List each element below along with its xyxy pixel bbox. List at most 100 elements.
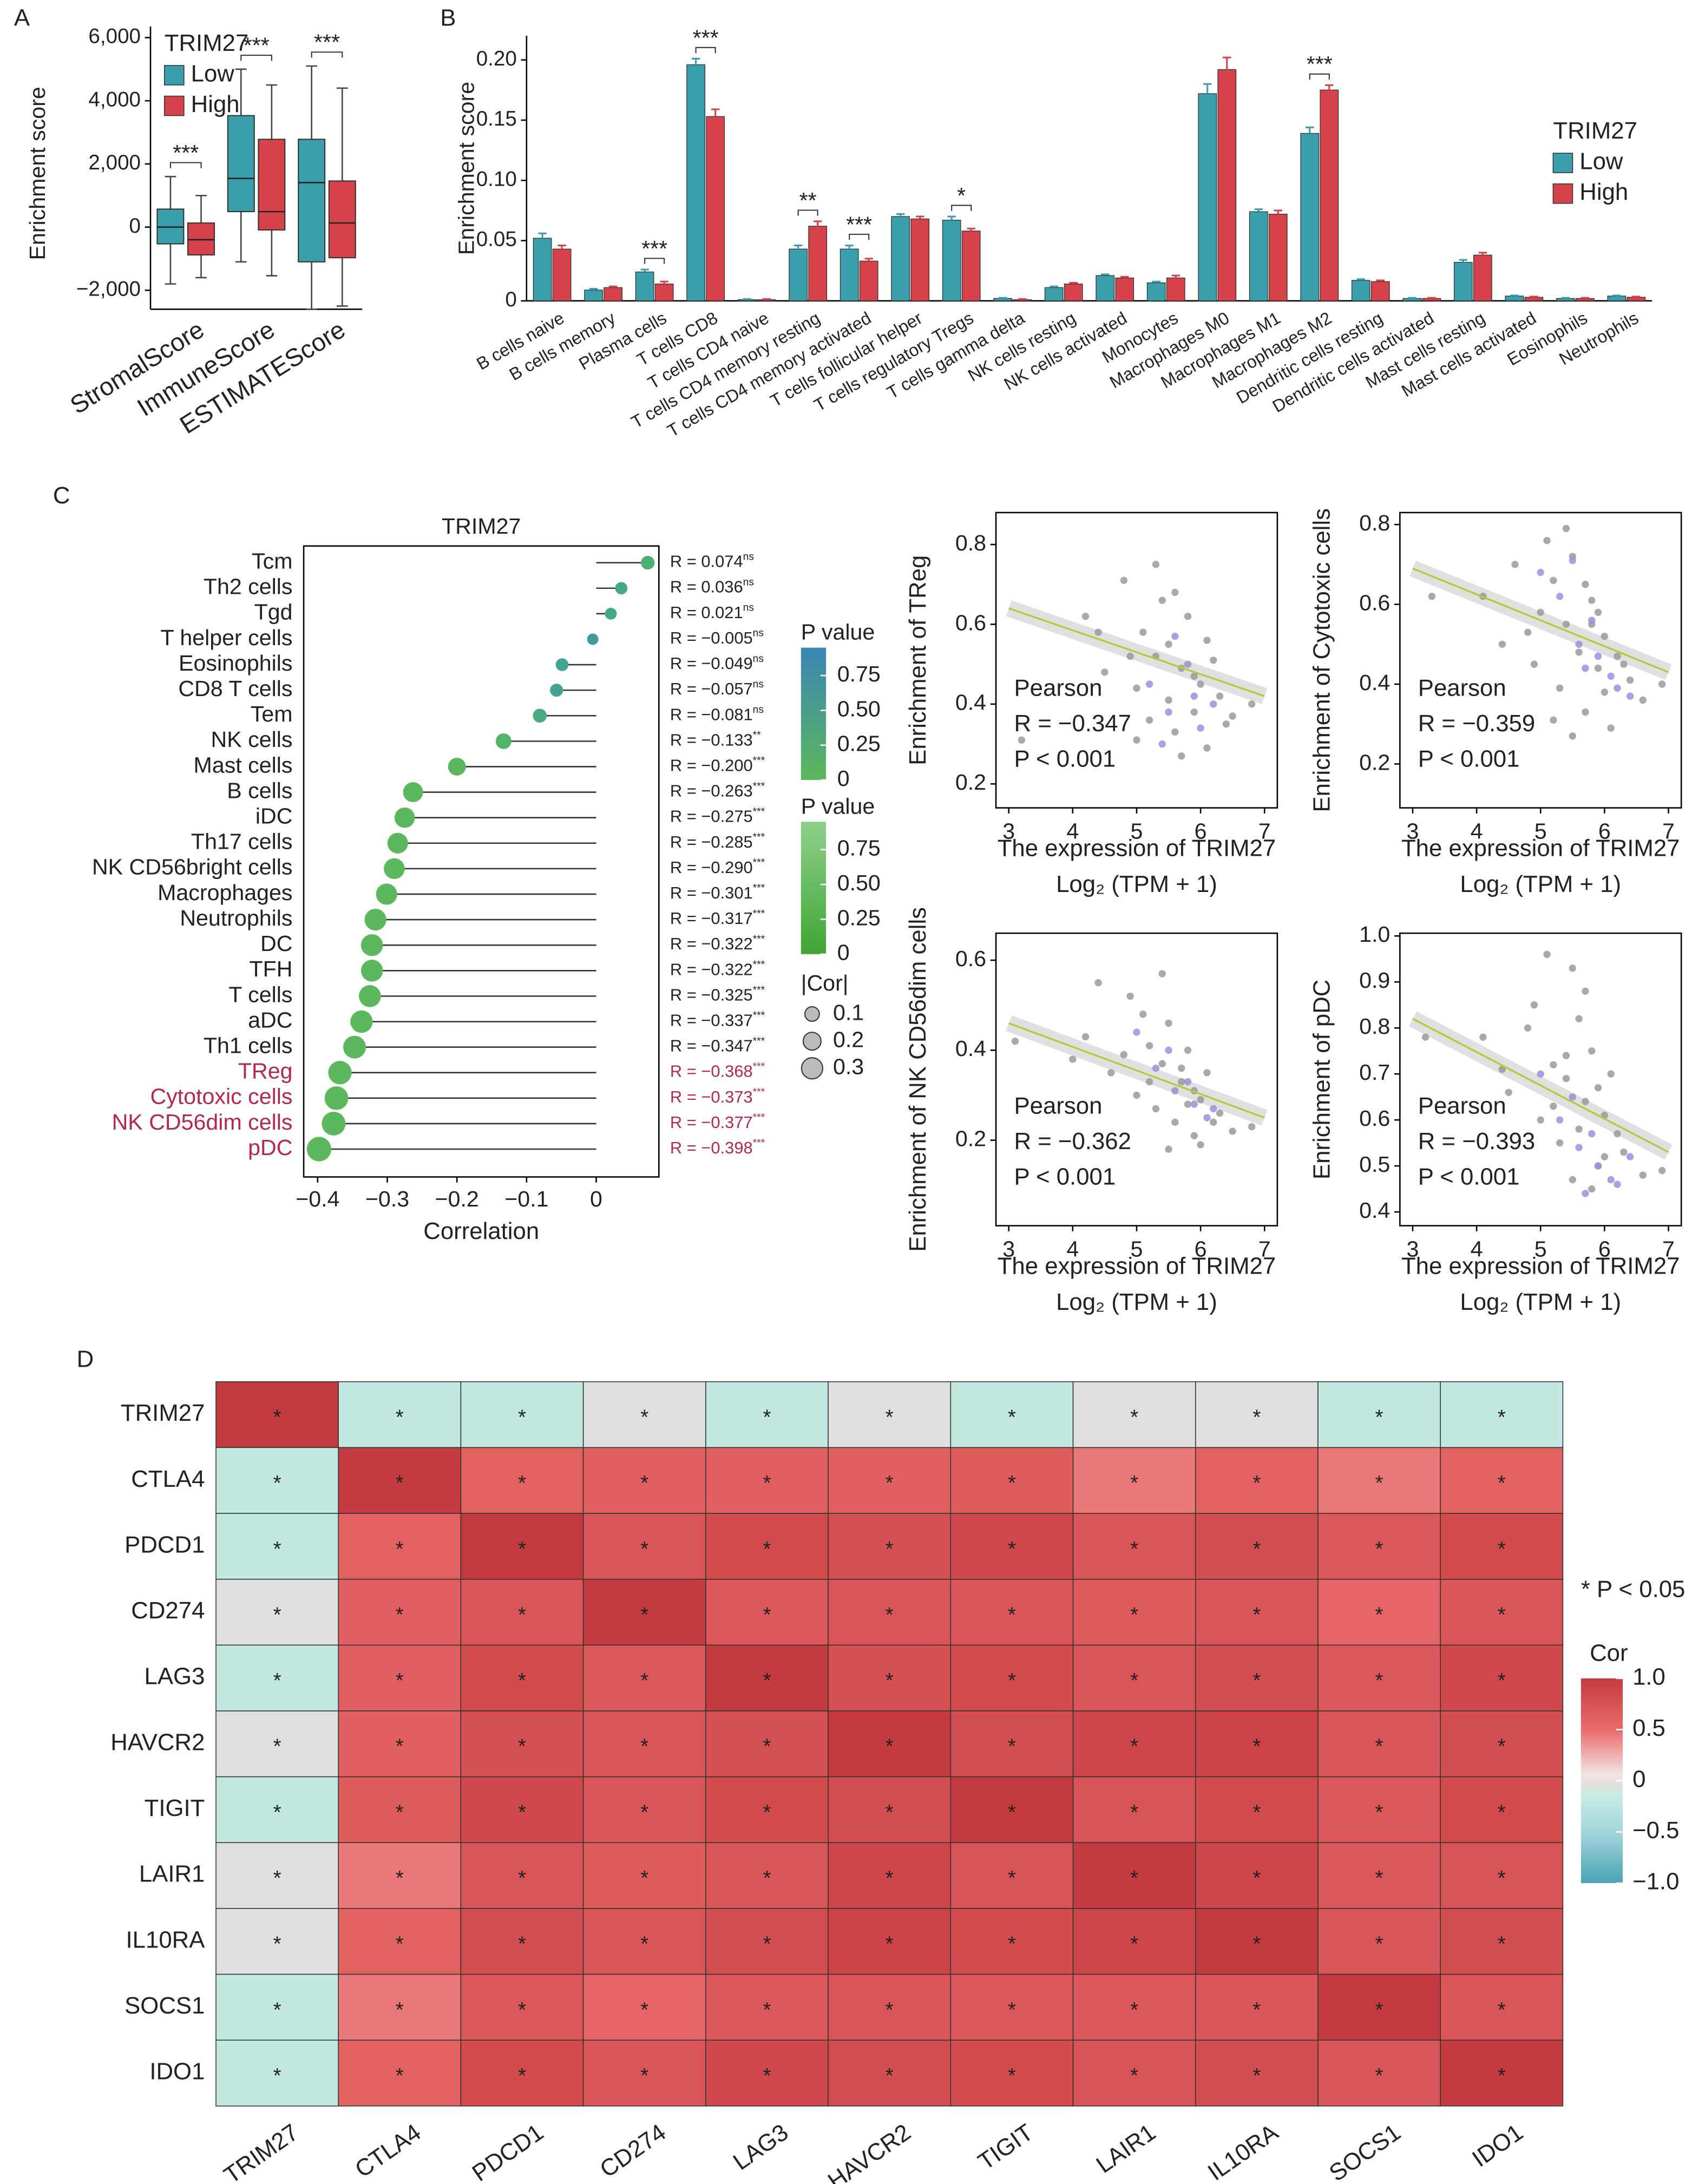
heatmap-cell bbox=[1195, 1578, 1319, 1646]
plot-frame bbox=[303, 545, 660, 1178]
colorbar-tick-label: 0 bbox=[1632, 1766, 1645, 1793]
heatmap-cell bbox=[215, 1447, 339, 1514]
row-label: Macrophages bbox=[158, 880, 292, 905]
cell-label: * bbox=[518, 1538, 526, 1561]
row-label: PDCD1 bbox=[124, 1531, 205, 1558]
point bbox=[1177, 1078, 1185, 1086]
point bbox=[1569, 965, 1576, 972]
value-label: R = −0.373*** bbox=[670, 1087, 765, 1106]
point bbox=[1210, 1105, 1217, 1113]
cell-label: * bbox=[1130, 1406, 1138, 1429]
point bbox=[1126, 652, 1134, 660]
heatmap-cell bbox=[1440, 1973, 1564, 2041]
cell-label: * bbox=[1008, 1538, 1016, 1561]
x-axis-label: The expression of TRIM27 bbox=[998, 1252, 1276, 1279]
heatmap-cell bbox=[828, 1776, 952, 1844]
value-label-text: R = −0.133 bbox=[670, 731, 753, 750]
heatmap-cell bbox=[1440, 1644, 1564, 1711]
y-tick-label: 0 bbox=[129, 214, 141, 238]
colorbar bbox=[801, 822, 827, 954]
heatmap-cell bbox=[828, 1842, 952, 1909]
point bbox=[1101, 668, 1109, 676]
x-tick-label: 4 bbox=[1471, 1237, 1483, 1262]
row-label: SOCS1 bbox=[124, 1992, 205, 2019]
significance-label: ** bbox=[799, 188, 817, 213]
point bbox=[1126, 992, 1134, 1000]
row-label: pDC bbox=[248, 1135, 292, 1160]
annotation: P < 0.001 bbox=[1418, 1164, 1520, 1190]
y-tick-label: 0.8 bbox=[1359, 1014, 1390, 1039]
point bbox=[1588, 1047, 1596, 1055]
x-tick-label: 5 bbox=[1131, 819, 1143, 844]
point bbox=[1165, 1145, 1172, 1153]
heatmap-cell bbox=[1072, 1513, 1196, 1580]
cell-label: * bbox=[886, 1801, 894, 1824]
point bbox=[1582, 1190, 1589, 1197]
row-label: Neutrophils bbox=[180, 906, 292, 930]
point bbox=[1107, 1069, 1115, 1077]
heatmap-cell bbox=[460, 1710, 584, 1778]
dot bbox=[359, 985, 381, 1007]
cell-label: * bbox=[1498, 1933, 1506, 1956]
y-tick-label: 0.6 bbox=[955, 946, 986, 971]
value-label: R = −0.301*** bbox=[670, 883, 765, 902]
heatmap-cell bbox=[1072, 1644, 1196, 1711]
y-tick-label: 0.10 bbox=[476, 167, 517, 191]
heatmap-cell bbox=[828, 1578, 952, 1646]
fit-line bbox=[1008, 1022, 1265, 1119]
heatmap-cell bbox=[828, 2039, 952, 2107]
legend-label: High bbox=[1579, 179, 1628, 205]
point bbox=[1562, 1052, 1570, 1059]
panel-label: A bbox=[14, 5, 30, 31]
point bbox=[1184, 1046, 1192, 1054]
panel-label: B bbox=[440, 5, 456, 31]
point bbox=[1562, 1074, 1570, 1083]
cell-label: * bbox=[1498, 1669, 1506, 1693]
dot bbox=[360, 960, 383, 982]
point bbox=[1626, 1153, 1634, 1160]
cell-label: * bbox=[273, 1472, 281, 1495]
bar bbox=[942, 220, 961, 301]
heatmap-cell bbox=[1317, 1710, 1441, 1778]
heatmap-cell bbox=[1195, 1908, 1319, 1975]
cell-label: * bbox=[396, 1603, 404, 1626]
x-tick-label: 4 bbox=[1471, 819, 1483, 844]
cell-label: * bbox=[396, 1406, 404, 1429]
cell-label: * bbox=[518, 1406, 526, 1429]
point bbox=[1197, 1141, 1204, 1149]
heatmap-cell bbox=[828, 1513, 952, 1580]
bar bbox=[1524, 297, 1544, 301]
point bbox=[1498, 640, 1506, 648]
cell-label: * bbox=[763, 1538, 771, 1561]
x-tick-label: 3 bbox=[1407, 819, 1419, 844]
bar bbox=[840, 248, 859, 301]
heatmap-cell bbox=[215, 1842, 339, 1909]
heatmap-cell bbox=[582, 1973, 706, 2041]
point bbox=[1018, 736, 1026, 744]
value-label-text: R = −0.347 bbox=[670, 1037, 753, 1055]
cell-label: * bbox=[1008, 1603, 1016, 1626]
cell-label: * bbox=[886, 1998, 894, 2022]
point bbox=[1639, 696, 1647, 704]
cell-label: * bbox=[1252, 1406, 1261, 1429]
cell-label: * bbox=[763, 2064, 771, 2088]
dot bbox=[350, 1010, 373, 1033]
point bbox=[1582, 987, 1589, 995]
row-label: NK CD56bright cells bbox=[92, 855, 293, 880]
point bbox=[1569, 732, 1576, 740]
row-label: NK cells bbox=[211, 727, 293, 752]
significance-label: *** bbox=[753, 908, 765, 920]
row-label: IDO1 bbox=[149, 2058, 205, 2085]
point bbox=[1575, 640, 1583, 648]
point bbox=[1569, 1093, 1576, 1101]
heatmap-cell bbox=[215, 1513, 339, 1580]
point bbox=[1229, 1127, 1236, 1135]
cell-label: * bbox=[1252, 1472, 1261, 1495]
point bbox=[1229, 712, 1236, 720]
point bbox=[1197, 1096, 1204, 1104]
legend-swatch bbox=[1552, 153, 1573, 173]
point bbox=[1543, 536, 1551, 545]
value-label-text: R = −0.373 bbox=[670, 1087, 753, 1106]
point bbox=[1601, 688, 1609, 696]
significance-label: *** bbox=[753, 959, 765, 970]
